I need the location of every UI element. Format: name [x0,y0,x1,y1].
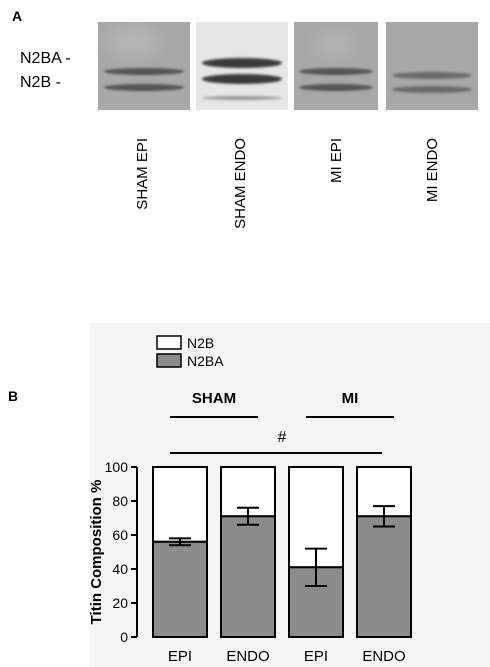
gel-lane-sham-epi [98,22,190,110]
panel-a-letter: A [12,8,23,24]
panel-b-letter: B [8,388,19,404]
y-tick-label: 40 [112,561,128,577]
bar-n2ba [356,515,412,638]
gel-lane-sham-endo [196,22,288,110]
n2b-band-label: N2B - [20,74,61,91]
y-tick-label: 20 [112,595,128,611]
x-tick-label: EPI [168,648,192,665]
bar-n2ba [152,540,208,638]
y-tick-label: 100 [105,459,129,475]
y-tick-label: 0 [120,629,128,645]
significance-label: # [278,429,287,446]
y-tick-label: 60 [112,527,128,543]
group-label: MI [342,390,359,407]
x-tick-label: ENDO [362,648,405,665]
legend-swatch [156,335,182,350]
x-tick-label: EPI [304,648,328,665]
legend-swatch [156,353,182,368]
gel-lane-mi-endo [386,22,478,110]
bar-n2b [152,466,208,543]
legend-label: N2B [187,335,214,351]
n2ba-band-label: N2BA - [20,50,71,67]
x-tick-label: ENDO [226,648,269,665]
legend-label: N2BA [187,353,224,369]
y-tick-label: 80 [112,493,128,509]
y-axis-label: Titin Composition % [88,480,105,625]
gel-lane-mi-epi [294,22,378,110]
bar-n2ba [220,515,276,638]
group-label: SHAM [192,390,236,407]
